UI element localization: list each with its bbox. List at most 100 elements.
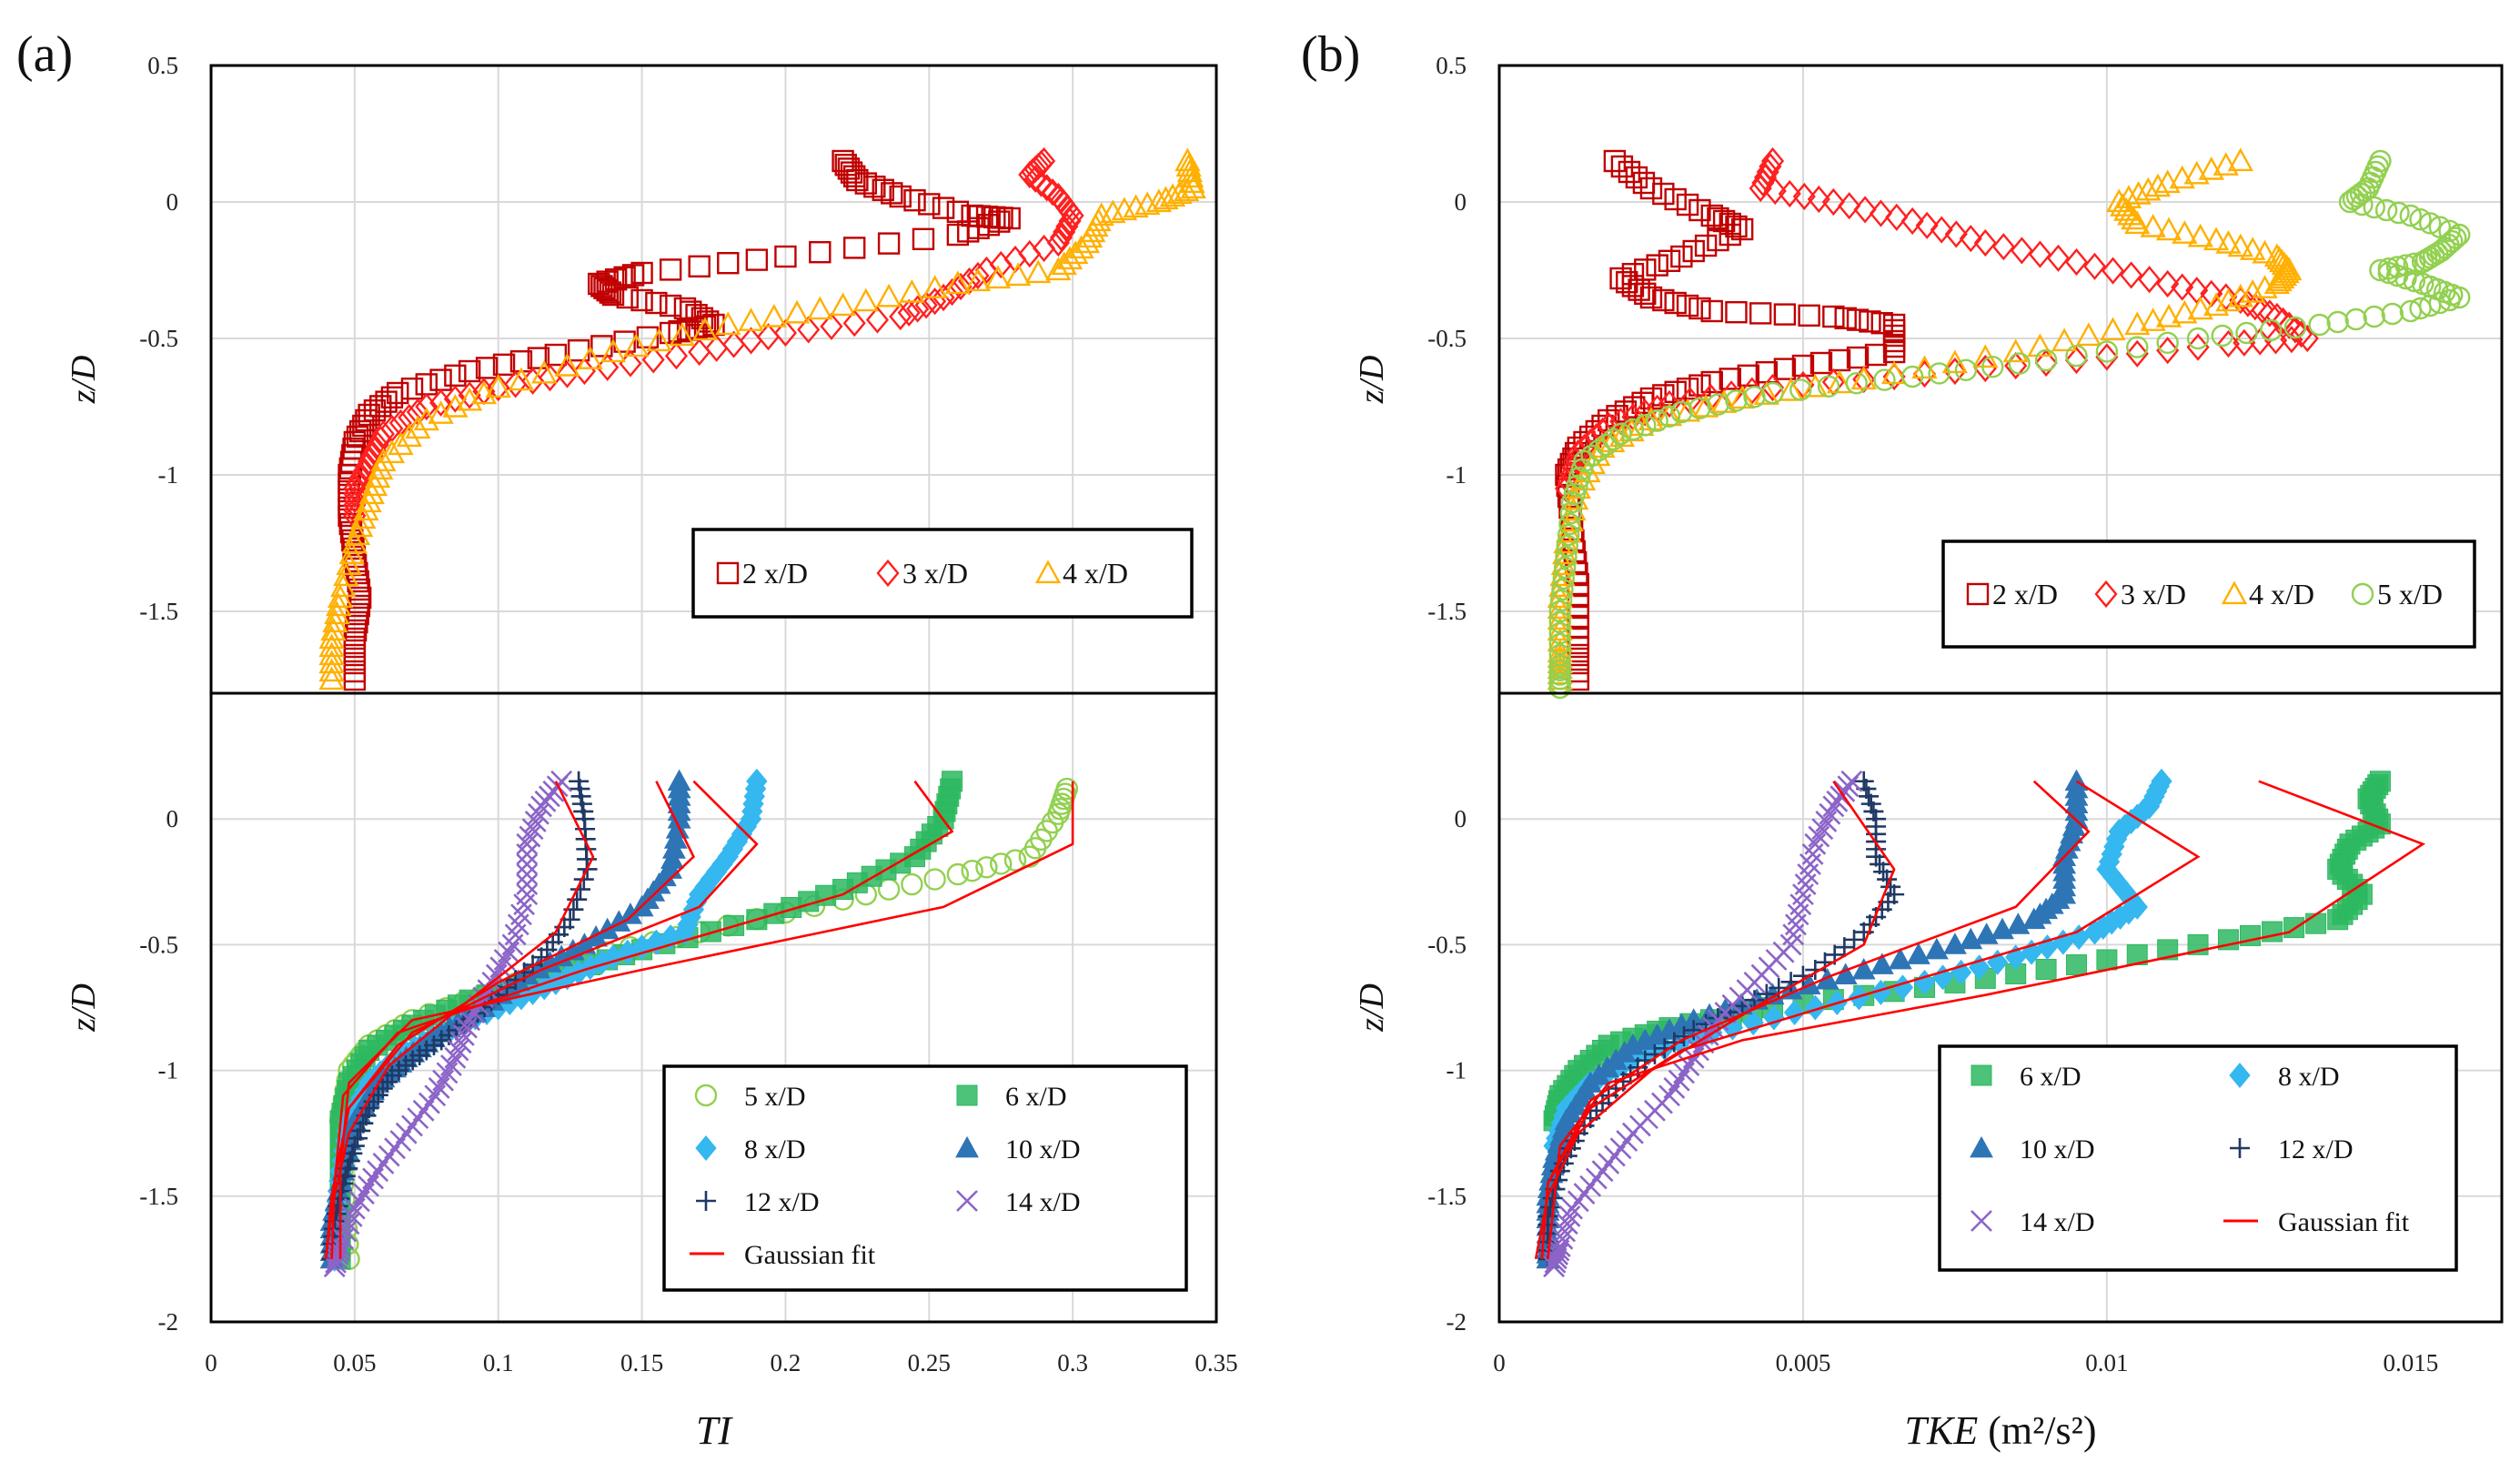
legend-label: Gaussian fit [2278, 1207, 2410, 1237]
data-point [1694, 234, 1718, 257]
data-point [318, 666, 345, 691]
data-point [2403, 269, 2426, 293]
data-point [2260, 318, 2283, 342]
data-point [1033, 234, 1056, 263]
data-point [1041, 178, 1064, 207]
data-point [1561, 1197, 1584, 1220]
data-point [590, 335, 613, 358]
data-point [2156, 269, 2180, 298]
data-point [1850, 366, 1877, 390]
data-point [487, 373, 510, 402]
data-point [2126, 336, 2149, 358]
data-point [2202, 227, 2230, 251]
data-point [1807, 185, 1830, 214]
data-point [1547, 1244, 1569, 1265]
x-axis-label-unit: (m²/s²) [1978, 1408, 2096, 1453]
data-point [2186, 327, 2210, 350]
data-point [361, 472, 388, 497]
data-point [820, 312, 843, 340]
data-point [1826, 369, 1853, 394]
data-point [1559, 501, 1583, 525]
data-point [1555, 545, 1578, 569]
y-axis-label: z/D [65, 983, 103, 1033]
data-point [530, 795, 552, 818]
data-point [1991, 917, 2014, 940]
data-point [415, 373, 438, 396]
data-point [1808, 825, 1830, 848]
y-tick-label: -0.5 [139, 931, 178, 958]
data-point [444, 1046, 467, 1069]
data-point [405, 415, 431, 439]
data-point [341, 529, 368, 554]
data-point [369, 395, 392, 418]
data-point [1609, 267, 1632, 290]
data-point [1056, 246, 1084, 270]
data-point [2034, 348, 2058, 378]
data-point [370, 448, 397, 472]
data-point [318, 641, 345, 666]
data-point [593, 277, 616, 299]
legend-box [662, 1064, 1188, 1292]
data-point [2140, 214, 2166, 237]
data-point [440, 1054, 462, 1076]
data-point [2277, 311, 2301, 339]
x-tick-label: 0 [205, 1349, 217, 1376]
data-point [1159, 183, 1186, 207]
data-point [343, 485, 367, 514]
data-point [2064, 247, 2089, 277]
data-point [875, 283, 902, 308]
data-point [837, 157, 861, 180]
data-point [356, 489, 382, 513]
data-point [1973, 228, 1997, 257]
data-point [1928, 362, 1950, 385]
data-point [2399, 204, 2423, 227]
data-point [2172, 220, 2198, 244]
data-point [645, 291, 668, 315]
data-point [1557, 523, 1580, 547]
data-point [346, 425, 369, 449]
chart-b-bottom: 0 -0.5 -1 -1.5 -2 0 0.005 0.01 0.015 TKE (m²/s²) z… [1353, 691, 2504, 1453]
data-point [1558, 1205, 1581, 1227]
data-point [2263, 270, 2291, 295]
data-point [2186, 333, 2210, 361]
data-point [1700, 204, 1723, 227]
legend: 2 x/D 3 x/D 4 x/D 5 x/D [1941, 539, 2476, 649]
y-tick-label: -1 [158, 1057, 179, 1084]
data-point [442, 394, 469, 418]
data-point [538, 364, 562, 392]
data-point [2202, 292, 2230, 317]
data-point [375, 390, 398, 413]
y-tick-label: 0 [166, 805, 179, 832]
data-point [475, 357, 499, 379]
data-point [2327, 909, 2349, 931]
data-point [1658, 389, 1681, 418]
data-point [2381, 302, 2404, 326]
data-point [1645, 1023, 1669, 1045]
data-point [975, 856, 998, 879]
data-point [2438, 219, 2461, 243]
data-point [1954, 358, 1978, 381]
data-point [2065, 345, 2088, 368]
y-tick-label: -2 [158, 1308, 179, 1336]
y-tick-label: 0 [1455, 805, 1467, 832]
data-point [1556, 1213, 1578, 1235]
data-point [1556, 534, 1579, 558]
data-point [722, 330, 746, 358]
data-point [621, 264, 645, 287]
data-point [1811, 818, 1834, 841]
data-point [2185, 277, 2209, 305]
data-point [2280, 326, 2303, 354]
data-point [1018, 845, 1041, 868]
data-point [470, 380, 498, 405]
data-point [2409, 207, 2432, 231]
data-point [832, 149, 854, 173]
data-point [1049, 223, 1074, 252]
data-point [2006, 912, 2031, 934]
data-point [2344, 308, 2367, 331]
data-point [1590, 417, 1615, 446]
data-point [572, 357, 596, 386]
data-point [1540, 1196, 1561, 1217]
data-point [2028, 240, 2051, 268]
data-point [432, 1069, 455, 1092]
legend-marker [2230, 1138, 2250, 1158]
